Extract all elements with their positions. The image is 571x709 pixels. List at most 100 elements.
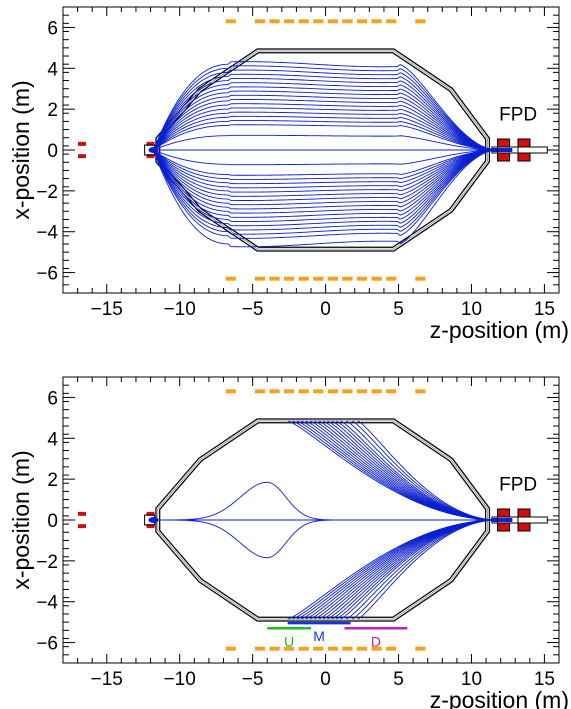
trajectory-line xyxy=(153,149,498,197)
trajectory-line xyxy=(357,420,498,521)
orange-marker-segment xyxy=(386,646,397,651)
orange-marker-segment xyxy=(225,276,236,281)
trajectory-line xyxy=(153,115,498,151)
x-axis-title: z-position (m) xyxy=(430,317,569,343)
y-tick-label: 0 xyxy=(47,141,58,162)
trajectory-line xyxy=(153,149,498,227)
orange-marker-segment xyxy=(371,389,382,394)
trajectory-line xyxy=(153,149,498,189)
orange-marker-segment xyxy=(342,646,353,651)
red-marker xyxy=(146,141,155,146)
x-tick-label: 0 xyxy=(320,299,331,320)
y-tick-label: 4 xyxy=(47,429,58,450)
orange-marker-segment xyxy=(254,276,266,281)
trajectory-line xyxy=(153,82,498,151)
trajectory-line xyxy=(309,519,498,620)
trajectory-line xyxy=(300,519,498,620)
orange-marker-segment xyxy=(269,276,280,281)
y-tick-label: −6 xyxy=(36,264,58,285)
orange-marker-segment xyxy=(415,19,426,24)
orange-marker-segment xyxy=(284,276,295,281)
top-chart-panel: −15 −10 −5 0 5 10 15 −6 −4 −2 0 2 4 6 z-position (m) x-… xyxy=(8,6,569,343)
orange-marker-segment xyxy=(386,389,397,394)
trajectory-line xyxy=(153,86,498,151)
orange-marker-segment xyxy=(356,646,368,651)
fpd-beam-core xyxy=(491,518,513,522)
orange-marker-segment xyxy=(356,389,368,394)
trajectory-line xyxy=(153,519,498,559)
fpd-detector-element xyxy=(497,152,511,162)
red-marker xyxy=(77,141,86,146)
orange-marker-segment xyxy=(371,276,382,281)
trajectory-line xyxy=(153,149,498,235)
y-tick-label: −2 xyxy=(36,182,58,203)
y-tick-label: −4 xyxy=(36,223,58,244)
orange-marker-segment xyxy=(225,389,236,394)
fpd-detector-element xyxy=(497,138,511,148)
orange-marker-segment xyxy=(327,276,338,281)
source-point xyxy=(148,147,159,153)
trajectory-line xyxy=(153,120,498,151)
orange-marker-segment xyxy=(342,276,353,281)
trajectory-line xyxy=(300,420,498,521)
y-axis-title: x-position (m) xyxy=(8,80,34,219)
orange-marker-segment xyxy=(284,19,295,24)
trajectory-line xyxy=(153,107,498,151)
red-marker xyxy=(77,511,86,516)
trajectory-line xyxy=(322,420,498,521)
region-label-U: U xyxy=(284,633,294,649)
x-tick-label: −10 xyxy=(164,299,196,320)
trajectory-line xyxy=(153,94,498,151)
orange-marker-segment xyxy=(415,646,426,651)
trajectory-line xyxy=(153,149,498,218)
region-label-D: D xyxy=(371,633,381,649)
orange-marker-segment xyxy=(269,389,280,394)
trajectory-line xyxy=(153,73,498,151)
orange-marker-segment xyxy=(298,389,309,394)
trajectory-line xyxy=(153,149,498,176)
orange-marker-segment xyxy=(269,646,280,651)
red-marker xyxy=(146,154,155,159)
x-tick-label: −10 xyxy=(164,669,196,690)
orange-marker-segment xyxy=(313,389,324,394)
y-axis-title: x-position (m) xyxy=(8,450,34,589)
orange-marker-segment xyxy=(356,276,368,281)
fpd-detector-element xyxy=(517,138,531,148)
trajectory-line xyxy=(318,519,498,620)
x-tick-label: −5 xyxy=(242,669,264,690)
x-tick-label: 10 xyxy=(461,299,482,320)
red-marker xyxy=(146,524,155,529)
trajectory-line xyxy=(153,149,498,222)
trajectory-line xyxy=(153,481,498,521)
y-tick-label: 4 xyxy=(47,59,58,80)
orange-marker-segment xyxy=(327,389,338,394)
x-tick-label: −5 xyxy=(242,299,264,320)
trajectory-line xyxy=(153,65,498,151)
orange-marker-segment xyxy=(371,646,382,651)
trajectory-line xyxy=(153,61,498,151)
orange-marker-segment xyxy=(254,19,266,24)
red-marker xyxy=(77,524,86,529)
region-label-M: M xyxy=(313,628,325,644)
orange-marker-segment xyxy=(342,389,353,394)
x-axis-title: z-position (m) xyxy=(430,687,569,709)
fpd-label: FPD xyxy=(499,104,537,125)
y-tick-label: −2 xyxy=(36,552,58,573)
trajectory-line xyxy=(153,149,498,210)
x-tick-label: 15 xyxy=(534,669,555,690)
red-marker xyxy=(146,511,155,516)
orange-marker-segment xyxy=(313,276,324,281)
orange-marker-segment xyxy=(342,19,353,24)
trajectory-line xyxy=(153,149,498,166)
trajectory-line xyxy=(153,149,498,214)
trajectory-line xyxy=(318,420,498,521)
trajectory-line xyxy=(153,149,498,206)
x-tick-label: 5 xyxy=(393,299,404,320)
trajectory-line xyxy=(153,149,498,185)
trajectory-line xyxy=(153,134,498,151)
orange-marker-segment xyxy=(371,19,382,24)
y-tick-label: 0 xyxy=(47,511,58,532)
trajectory-line xyxy=(153,149,498,248)
trajectory-line xyxy=(153,124,498,151)
orange-marker-segment xyxy=(386,19,397,24)
